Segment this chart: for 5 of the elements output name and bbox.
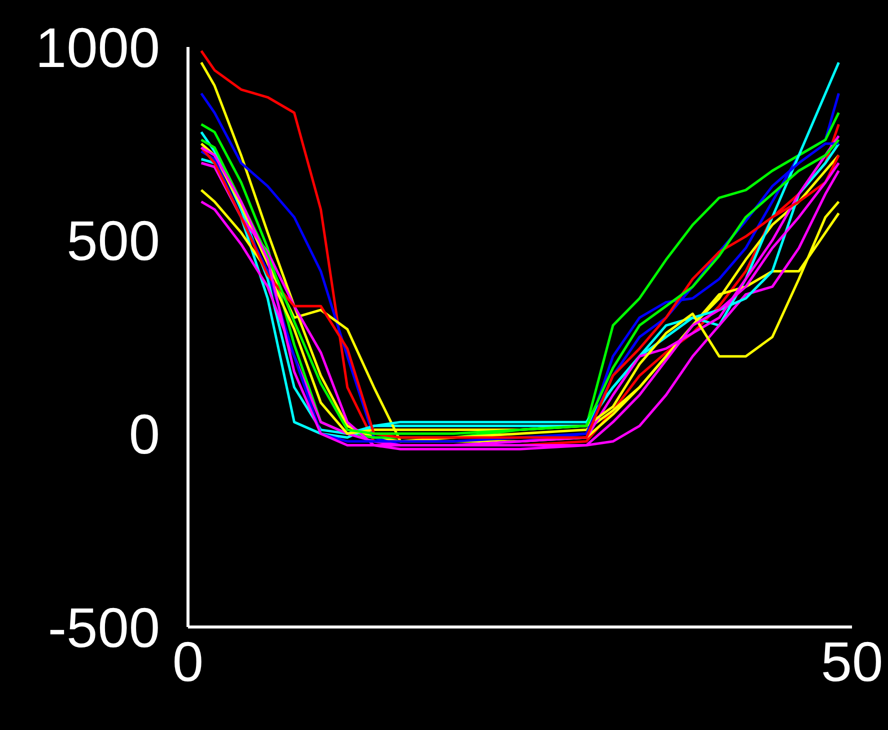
y-tick-label: 0 <box>128 402 160 466</box>
y-tick-label: 1000 <box>35 16 160 79</box>
y-tick-label: 500 <box>66 209 160 272</box>
y-tick-label: -500 <box>48 596 160 659</box>
x-tick-label: 50 <box>820 630 884 693</box>
